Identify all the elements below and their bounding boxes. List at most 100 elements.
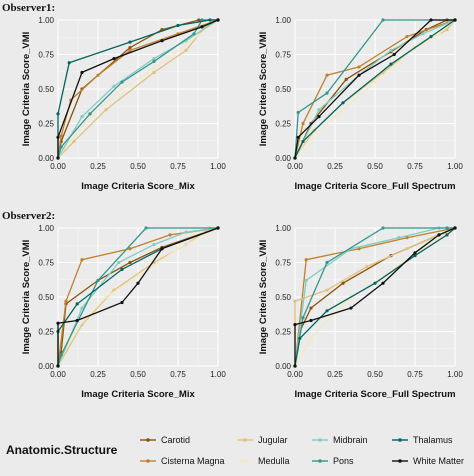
y-tick-label: 0.25 — [38, 328, 54, 337]
chart-observer2-mix: 0.00 0.25 0.50 0.75 1.00 0.00 0.25 0.50 0.75 1.00… — [21, 224, 226, 400]
data-point-cisterna-magna — [80, 258, 84, 262]
data-point-white-matter — [381, 281, 385, 285]
chart-observer2-full-spectrum: 0.00 0.25 0.50 0.75 1.00 0.00 0.25 0.50 0.75 1.00… — [258, 224, 463, 400]
data-point-thalamus — [341, 101, 345, 105]
data-point-carotid — [344, 77, 348, 81]
data-point-white-matter — [56, 364, 60, 368]
data-point-cisterna-magna — [325, 73, 329, 77]
data-point-pons — [144, 226, 148, 230]
data-point-thalamus — [120, 267, 124, 271]
y-tick-label: 0.50 — [275, 85, 291, 94]
data-point-medulla — [373, 80, 377, 84]
y-tick-label: 1.00 — [38, 224, 54, 233]
data-point-white-matter — [293, 323, 297, 327]
legend-label-midbrain: Midbrain — [333, 435, 368, 445]
data-point-white-matter — [160, 247, 164, 251]
data-point-thalamus — [413, 254, 417, 258]
data-point-medulla — [120, 87, 124, 91]
data-point-white-matter — [136, 281, 140, 285]
legend-label-carotid: Carotid — [161, 435, 190, 445]
data-point-medulla — [88, 115, 92, 119]
y-axis-label: Image Criteria Score_VMI — [258, 32, 269, 147]
x-tick-label: 0.25 — [90, 162, 106, 171]
data-point-midbrain — [184, 230, 188, 234]
data-point-carotid — [128, 46, 132, 50]
data-point-jugular — [365, 265, 369, 269]
chart-observer1-mix: 0.00 0.25 0.50 0.75 1.00 0.00 0.25 0.50 0.75 1.00… — [21, 16, 226, 192]
data-point-cisterna-magna — [128, 48, 132, 52]
x-tick-label: 0.50 — [130, 370, 146, 379]
data-point-carotid — [197, 18, 201, 22]
y-tick-label: 1.00 — [38, 16, 54, 25]
legend-key-dot-medulla — [243, 459, 247, 463]
data-point-thalamus — [67, 61, 71, 65]
x-tick-label: 0.00 — [287, 370, 303, 379]
y-tick-label: 0.25 — [275, 328, 291, 337]
data-point-thalamus — [301, 139, 305, 144]
observer2-label: Observer2: — [2, 210, 56, 222]
series-line-pons — [57, 19, 218, 159]
data-point-carotid — [128, 260, 132, 265]
data-point-pons — [88, 112, 92, 116]
data-point-midbrain — [397, 236, 401, 240]
data-point-thalamus — [325, 309, 329, 313]
data-point-white-matter — [80, 70, 84, 75]
x-tick-label: 0.75 — [407, 370, 423, 379]
data-point-jugular — [184, 48, 188, 52]
x-tick-label: 0.75 — [407, 162, 423, 171]
data-point-pons — [301, 316, 305, 320]
data-point-medulla — [341, 302, 345, 306]
x-tick-label: 0.00 — [50, 370, 66, 379]
data-point-midbrain — [80, 115, 84, 119]
x-tick-label: 1.00 — [447, 162, 463, 171]
data-point-white-matter — [293, 364, 297, 368]
data-point-medulla — [333, 115, 337, 119]
data-point-jugular — [405, 247, 409, 251]
data-point-white-matter — [293, 156, 297, 160]
data-point-thalamus — [56, 112, 60, 116]
data-point-midbrain — [304, 278, 308, 283]
x-tick-label: 0.75 — [170, 370, 186, 379]
y-tick-label: 1.00 — [275, 16, 291, 25]
y-tick-label: 0.75 — [38, 51, 54, 60]
data-point-medulla — [136, 274, 140, 278]
data-point-pons — [120, 80, 124, 84]
legend-title: Anatomic.Structure — [6, 443, 118, 457]
x-tick-label: 0.00 — [287, 162, 303, 171]
series-line-midbrain — [294, 19, 456, 159]
y-axis-label: Image Criteria Score_VMI — [258, 240, 269, 355]
data-point-white-matter — [413, 251, 417, 255]
x-tick-label: 0.25 — [327, 370, 343, 379]
data-point-midbrain — [152, 242, 156, 247]
y-tick-label: 0.00 — [38, 362, 54, 371]
data-point-white-matter — [112, 57, 116, 61]
legend-key-dot-cisterna-magna — [146, 459, 150, 463]
data-point-white-matter — [56, 135, 60, 139]
data-point-pons — [152, 59, 156, 64]
data-point-cisterna-magna — [405, 34, 409, 39]
legend: Carotid Cisterna Magna Jugular Medulla Midbr… — [140, 435, 464, 466]
x-tick-label: 1.00 — [447, 370, 463, 379]
data-point-white-matter — [317, 115, 321, 119]
data-point-medulla — [176, 247, 180, 251]
legend-key-dot-white-matter — [398, 459, 402, 463]
legend-key-dot-thalamus — [398, 438, 402, 442]
data-point-cisterna-magna — [301, 121, 305, 126]
y-tick-label: 0.75 — [275, 51, 291, 60]
data-point-cisterna-magna — [168, 233, 172, 237]
y-tick-label: 0.00 — [275, 154, 291, 163]
y-tick-label: 0.25 — [275, 120, 291, 129]
data-point-white-matter — [392, 52, 396, 57]
data-point-pons — [381, 226, 385, 230]
data-point-white-matter — [160, 39, 164, 43]
data-point-midbrain — [421, 32, 425, 36]
data-point-jugular — [72, 139, 76, 144]
x-tick-label: 0.50 — [367, 370, 383, 379]
data-point-medulla — [181, 46, 185, 50]
legend-label-jugular: Jugular — [258, 435, 288, 445]
data-point-thalamus — [298, 336, 302, 340]
series-line-white-matter — [294, 227, 456, 366]
data-point-white-matter — [437, 233, 441, 237]
data-point-cisterna-magna — [59, 134, 63, 138]
data-point-white-matter — [120, 300, 124, 305]
